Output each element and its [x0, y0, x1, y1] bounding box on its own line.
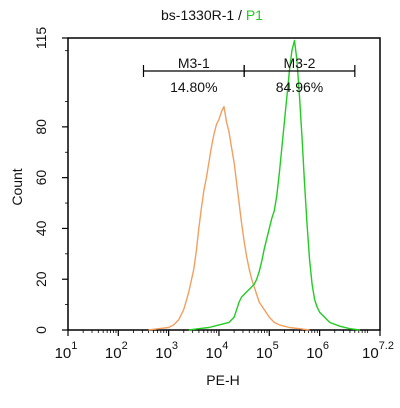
x-tick-label: 105 [256, 340, 279, 362]
y-tick-label: 0 [33, 326, 49, 334]
x-tick-label: 104 [206, 340, 229, 362]
y-tick-label: 80 [33, 119, 49, 135]
x-tick-label: 107.2 [362, 340, 394, 362]
chart-title-sample: bs-1330R-1 / [161, 7, 246, 23]
chart-title-gate: P1 [246, 7, 263, 23]
y-axis-label: Count [9, 168, 25, 205]
gate-layer: M3-1 14.80% M3-2 84.96% [142, 55, 356, 95]
gate-label: M3-1 [178, 55, 210, 71]
x-tick-label: 106 [306, 340, 329, 362]
y-tick-label: 40 [33, 220, 49, 236]
y-tick-label: 115 [33, 27, 49, 50]
series-line-1 [148, 105, 310, 331]
gate-label: M3-2 [284, 55, 316, 71]
chart-title: bs-1330R-1 / P1 [161, 7, 263, 23]
gate-percent: 84.96% [276, 79, 323, 95]
series-line-2 [188, 39, 360, 331]
y-tick-label: 60 [33, 170, 49, 186]
x-axis-label: PE-H [206, 372, 239, 388]
x-tick-label: 103 [155, 340, 178, 362]
series-layer [148, 39, 360, 331]
axis-ticks: 101 102 103 104 105 106 107.2 0 20 40 60 80 115 [33, 27, 394, 362]
x-tick-label: 101 [55, 340, 78, 362]
y-tick-label: 20 [33, 271, 49, 287]
gate-percent: 14.80% [170, 79, 217, 95]
x-tick-label: 102 [105, 340, 128, 362]
plot-frame [67, 37, 381, 331]
